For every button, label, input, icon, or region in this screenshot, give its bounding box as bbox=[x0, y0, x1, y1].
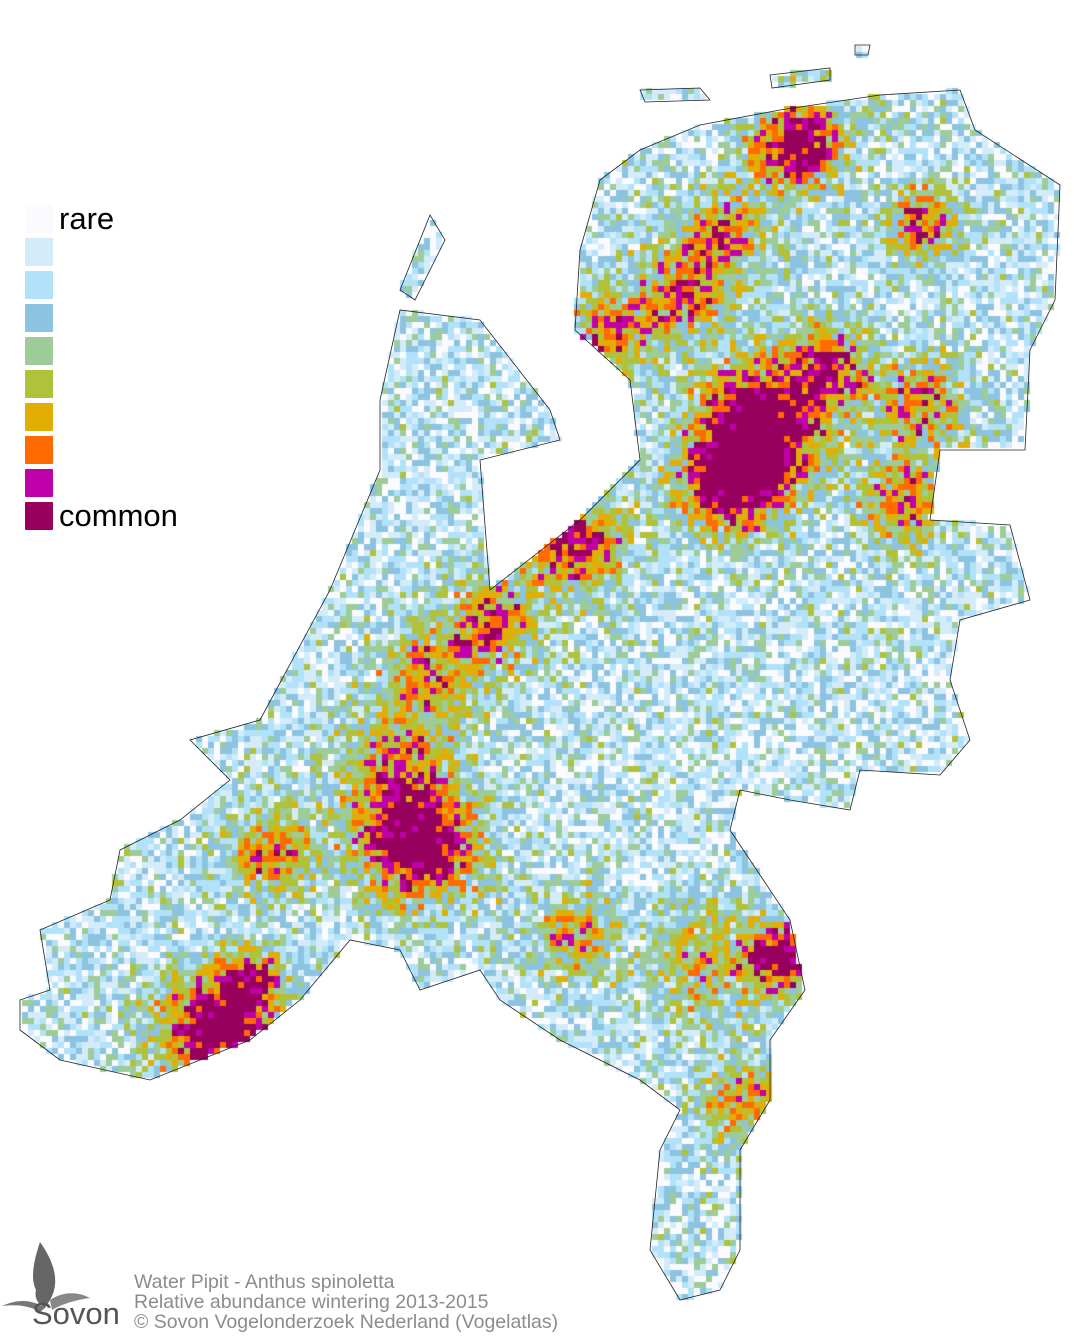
legend-swatch bbox=[25, 436, 53, 464]
legend-label: rare bbox=[59, 201, 115, 236]
legend-swatch bbox=[25, 403, 53, 431]
legend-swatch bbox=[25, 304, 53, 332]
legend-swatch bbox=[25, 502, 53, 530]
legend-swatch bbox=[25, 205, 53, 233]
swallow-logo-icon bbox=[2, 1242, 90, 1312]
legend-swatch bbox=[25, 238, 53, 266]
legend-swatch bbox=[25, 469, 53, 497]
logo-text: Sovon bbox=[32, 1296, 120, 1331]
legend-swatch bbox=[25, 271, 53, 299]
copyright: © Sovon Vogelonderzoek Nederland (Vogela… bbox=[134, 1311, 559, 1333]
legend-swatch bbox=[25, 337, 53, 365]
legend-label: common bbox=[59, 498, 178, 533]
map-subtitle: Relative abundance wintering 2013-2015 bbox=[134, 1291, 489, 1313]
map-caption: Water Pipit - Anthus spinoletta Relative… bbox=[134, 1272, 558, 1332]
species-title: Water Pipit - Anthus spinoletta bbox=[134, 1271, 395, 1293]
legend-swatch bbox=[25, 370, 53, 398]
